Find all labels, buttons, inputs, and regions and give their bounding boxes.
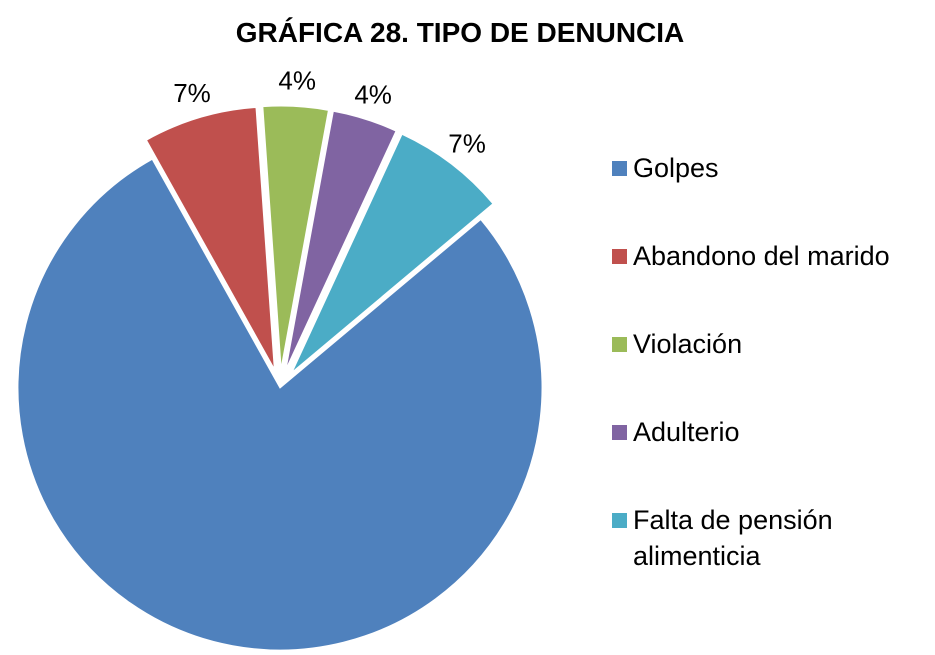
chart-title: GRÁFICA 28. TIPO DE DENUNCIA <box>236 17 685 48</box>
legend-item: Violación <box>612 326 932 362</box>
data-label: 78% <box>203 650 255 655</box>
data-label: 4% <box>278 65 316 95</box>
legend-item: Golpes <box>612 150 932 186</box>
legend-item: Falta de pensión alimenticia <box>612 502 932 574</box>
data-label: 7% <box>448 128 486 158</box>
pie-slice <box>285 110 397 370</box>
legend-label: Violación <box>633 329 743 359</box>
legend-swatch <box>612 513 627 528</box>
legend: Golpes Abandono del marido Violación Adulte… <box>612 150 932 574</box>
pie-slice <box>262 105 329 369</box>
legend-swatch <box>612 337 627 352</box>
legend-label: Golpes <box>633 153 719 183</box>
data-label: 7% <box>173 78 211 108</box>
pie-slice <box>291 133 494 373</box>
legend-swatch <box>612 249 627 264</box>
legend-item: Adulterio <box>612 414 932 450</box>
legend-swatch <box>612 425 627 440</box>
legend-label: Adulterio <box>633 417 740 447</box>
legend-label: Abandono del marido <box>633 241 890 271</box>
legend-swatch <box>612 161 627 176</box>
data-label: 4% <box>354 79 392 109</box>
pie-slice <box>145 106 275 370</box>
legend-label: Falta de pensión alimenticia <box>633 505 833 571</box>
pie-slice <box>17 158 543 651</box>
legend-item: Abandono del marido <box>612 238 932 274</box>
